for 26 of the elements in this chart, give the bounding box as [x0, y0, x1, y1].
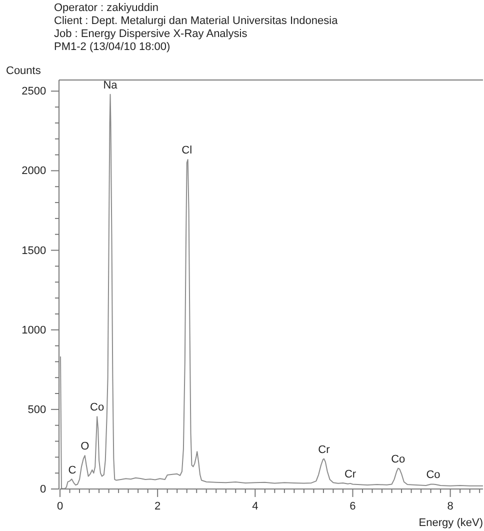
annotation: Cr: [318, 444, 330, 456]
text: Client : Dept. Metalurgi dan Material Universitas Indonesia: [54, 15, 339, 27]
text: Job : Energy Dispersive X-Ray Analysis: [54, 28, 248, 40]
annotation: Na: [103, 79, 118, 92]
annotation: Co: [391, 453, 406, 466]
x-tick-label: 8: [447, 500, 454, 513]
y-axis-title: Counts: [6, 65, 42, 77]
annotation: O: [80, 440, 90, 453]
text: Operator : zakiyuddin: [54, 2, 159, 14]
annotation: Co: [426, 469, 440, 482]
y-tick-label: 1000: [22, 324, 46, 336]
x-tick-label: 0: [56, 500, 64, 513]
x-axis-title: Energy (keV): [418, 517, 483, 529]
y-tick-label: 2500: [22, 86, 46, 98]
y-tick-label: 2000: [22, 165, 46, 178]
y-tick-label: 500: [28, 404, 46, 416]
y-tick-label: 1500: [22, 244, 46, 257]
annotation: Cr: [344, 468, 356, 480]
annotation: C: [68, 464, 76, 476]
x-tick-label: 6: [350, 500, 356, 513]
y-tick-label: 0: [40, 484, 46, 496]
x-tick-label: 2: [154, 500, 161, 513]
annotation: Co: [90, 402, 104, 414]
x-tick-label: 4: [252, 500, 258, 513]
text: PM1-2 (13/04/10 18:00): [54, 41, 170, 53]
annotation: Cl: [182, 144, 192, 157]
